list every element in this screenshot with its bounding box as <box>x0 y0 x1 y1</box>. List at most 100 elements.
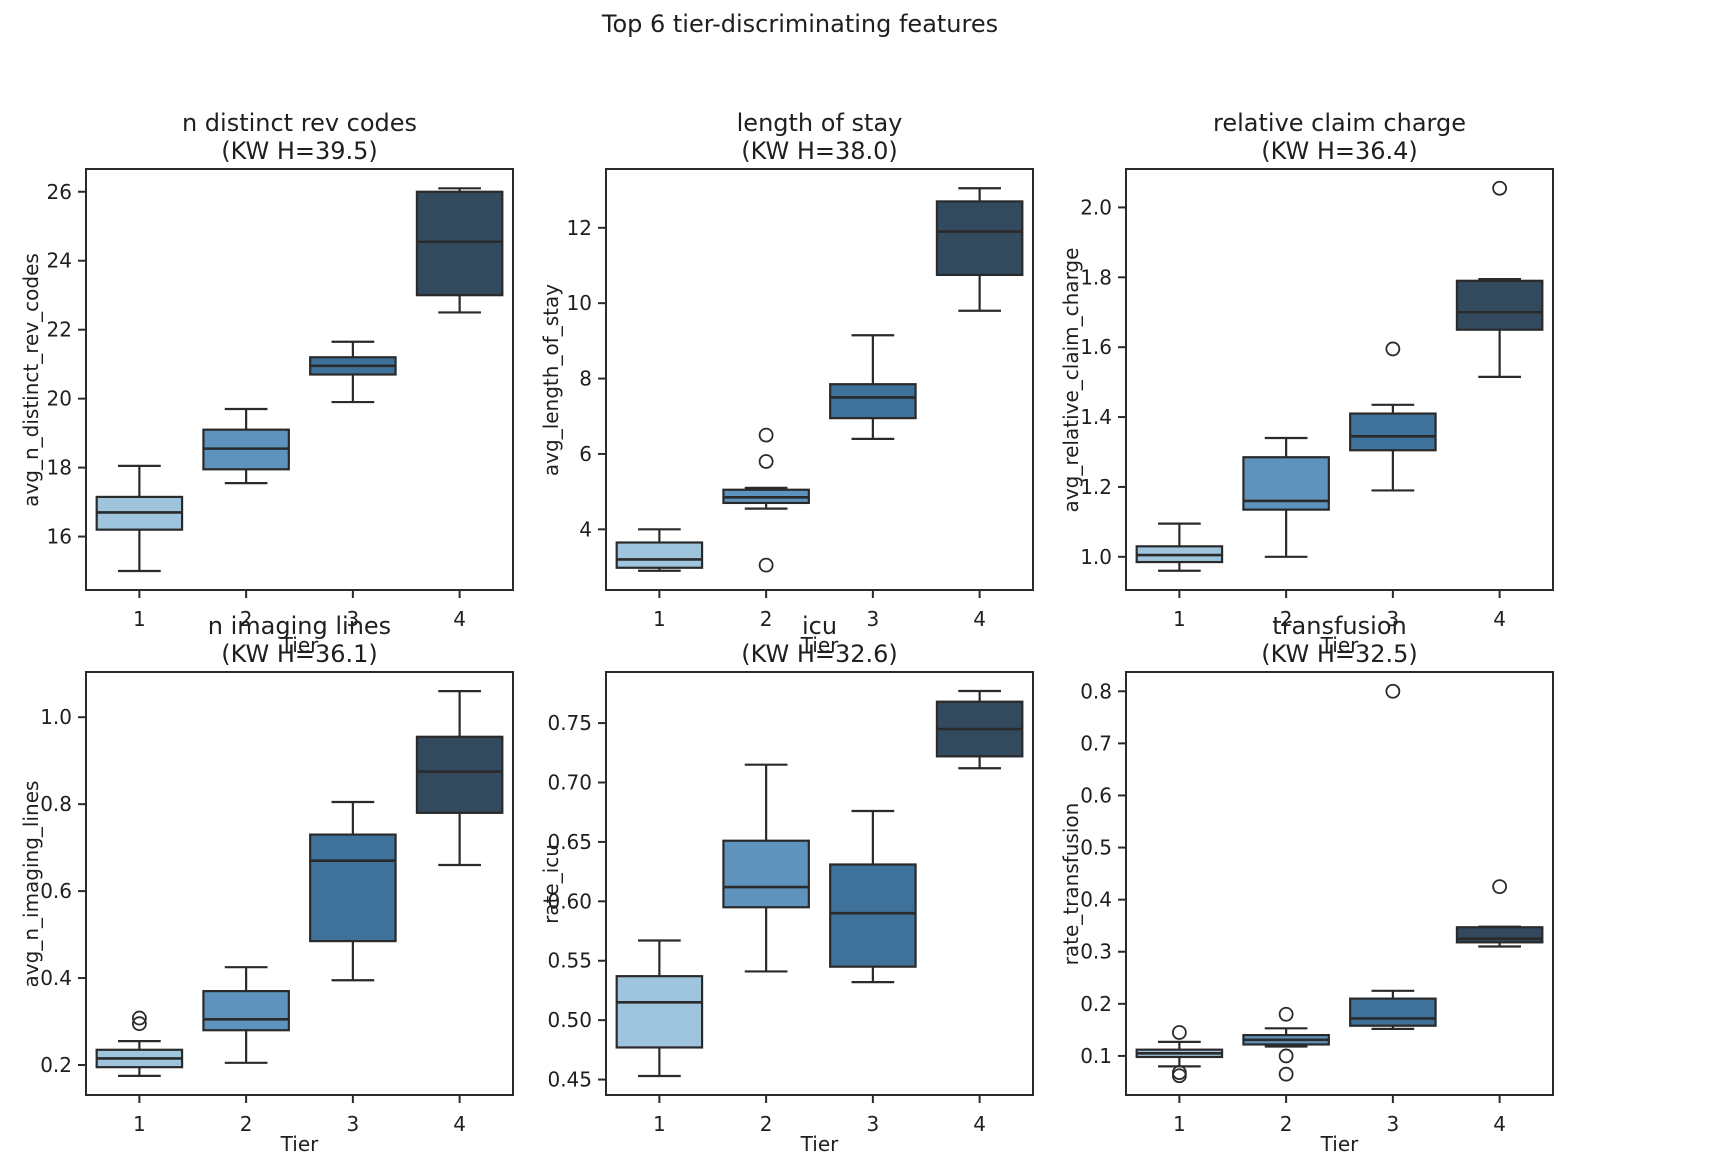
box-tier-3 <box>829 334 917 440</box>
x-axis-label: Tier <box>800 1132 839 1156</box>
box-tier-3 <box>309 340 397 404</box>
y-tick-label: 18 <box>47 456 72 480</box>
outlier-point <box>1278 1006 1294 1022</box>
y-tick-label: 0.70 <box>547 771 592 795</box>
box-tier-1 <box>1135 1025 1224 1084</box>
axes-spines <box>85 168 514 591</box>
x-tick-label: 4 <box>1493 607 1506 631</box>
iqr-box <box>202 989 290 1032</box>
iqr-box <box>615 975 704 1049</box>
x-tick-label: 1 <box>653 607 666 631</box>
x-tick-label: 2 <box>1280 607 1293 631</box>
y-tick-label: 26 <box>47 180 72 204</box>
iqr-box <box>1349 412 1437 452</box>
box-tier-2 <box>1242 1006 1330 1082</box>
x-tick-label: 2 <box>240 1112 253 1136</box>
y-axis-label: avg_length_of_stay <box>539 283 563 476</box>
iqr-box <box>95 1048 184 1069</box>
iqr-box <box>202 428 290 471</box>
subplot-title-line1: length of stay <box>736 109 903 137</box>
subplot-title-line1: relative claim charge <box>1213 109 1466 137</box>
x-tick-label: 3 <box>1387 1112 1400 1136</box>
box-tier-1 <box>95 1010 184 1077</box>
y-axis-label: avg_n_distinct_rev_codes <box>19 252 43 507</box>
subplot-title-line1: transfusion <box>1272 612 1407 640</box>
iqr-box <box>1455 279 1544 331</box>
box-tier-2 <box>202 966 290 1064</box>
y-tick-label: 1.0 <box>40 705 72 729</box>
iqr-box <box>415 190 504 297</box>
outlier-point <box>1171 1025 1187 1040</box>
y-axis-label: avg_relative_claim_charge <box>1059 247 1083 512</box>
iqr-box <box>722 839 810 909</box>
box-tier-1 <box>615 528 704 572</box>
axes-spines <box>605 671 1034 1096</box>
iqr-box <box>1242 1033 1330 1046</box>
x-axis-label: Tier <box>280 633 319 657</box>
iqr-box <box>615 541 704 569</box>
outlier-point <box>758 454 774 469</box>
x-tick-label: 2 <box>760 1112 773 1136</box>
iqr-box <box>829 383 917 420</box>
y-tick-label: 12 <box>567 216 592 240</box>
subplot-title-line2: (KW H=36.4) <box>1261 137 1418 165</box>
box-tier-4 <box>935 187 1024 312</box>
iqr-box <box>1242 456 1330 511</box>
y-axis-label: rate_icu <box>539 843 563 924</box>
subplot-title-line1: n distinct rev codes <box>181 109 418 137</box>
box-tier-3 <box>309 800 397 982</box>
y-tick-label: 0.65 <box>547 830 592 854</box>
y-tick-label: 0.4 <box>1080 888 1112 912</box>
box-tier-2 <box>202 407 290 485</box>
axes-spines <box>605 168 1034 591</box>
subplot-title: n imaging lines (KW H=36.1) <box>86 612 513 668</box>
outlier-point <box>131 1010 147 1026</box>
outlier-point <box>1278 1066 1294 1082</box>
x-tick-label: 3 <box>347 1112 360 1136</box>
y-tick-label: 0.6 <box>40 879 72 903</box>
subplot-title-line1: n imaging lines <box>207 612 392 640</box>
axes-spines <box>1125 168 1554 591</box>
x-tick-label: 3 <box>867 1112 880 1136</box>
box-tier-3 <box>829 809 917 984</box>
iqr-box <box>415 735 504 814</box>
y-tick-label: 4 <box>579 517 592 541</box>
axes-relative-claim-charge: 1.0 1.2 1.4 1.6 1.8 2.0 1 2 3 4 <box>1080 168 1554 631</box>
axes-spines <box>1125 671 1554 1096</box>
iqr-box <box>309 356 397 376</box>
x-axis-label: Tier <box>1320 633 1359 657</box>
y-tick-label: 10 <box>567 291 592 315</box>
iqr-box <box>1135 545 1224 564</box>
x-tick-label: 1 <box>1173 1112 1186 1136</box>
y-tick-label: 8 <box>579 367 592 391</box>
y-tick-label: 0.1 <box>1080 1044 1112 1068</box>
y-tick-label: 22 <box>47 318 72 342</box>
subplot-title-line2: (KW H=32.5) <box>1261 640 1418 668</box>
axes-spines <box>85 671 514 1096</box>
axes-n-distinct-rev-codes: 16 18 20 22 24 26 1 2 3 4 <box>47 168 514 631</box>
iqr-box <box>935 700 1024 758</box>
x-tick-label: 4 <box>1493 1112 1506 1136</box>
y-tick-label: 0.8 <box>1080 679 1112 703</box>
y-tick-label: 20 <box>47 387 72 411</box>
box-tier-4 <box>935 689 1024 770</box>
y-tick-label: 1.8 <box>1080 265 1112 289</box>
iqr-box <box>309 833 397 943</box>
subplot-title: n distinct rev codes (KW H=39.5) <box>86 109 513 165</box>
outlier-point <box>131 1016 147 1032</box>
subplot-title-line1: icu <box>801 612 838 640</box>
iqr-box <box>829 863 917 968</box>
box-tier-4 <box>1455 879 1544 948</box>
outlier-point <box>1385 341 1401 357</box>
outlier-point <box>1171 1068 1187 1084</box>
subplot-title-line2: (KW H=38.0) <box>741 137 898 165</box>
subplot-title-line2: (KW H=36.1) <box>221 640 378 668</box>
y-tick-label: 0.7 <box>1080 731 1112 755</box>
y-tick-label: 1.0 <box>1080 545 1112 569</box>
box-tier-3 <box>1349 683 1437 1030</box>
